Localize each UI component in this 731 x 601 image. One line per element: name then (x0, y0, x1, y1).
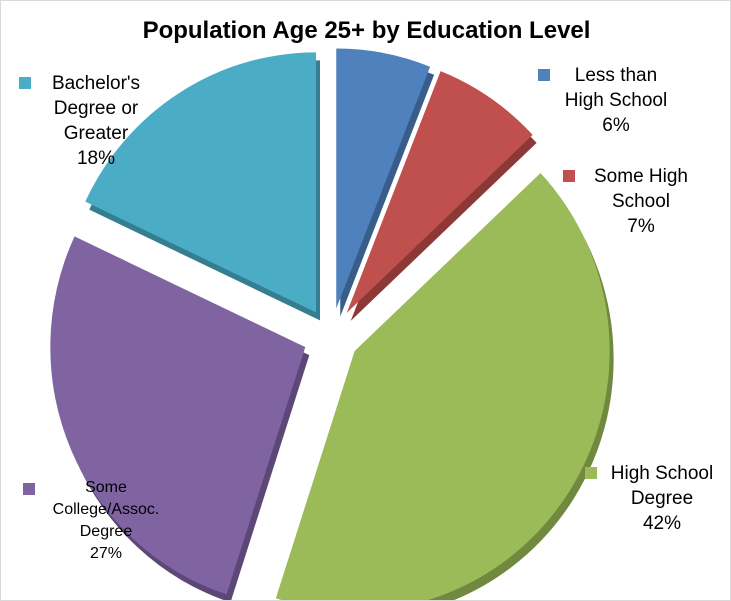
label-percent: 18% (76, 148, 116, 169)
label-line: Greater (63, 123, 129, 144)
pie-slice-bachelor-s-degree-or-greater (85, 52, 316, 313)
pie-slice-some-college-assoc-degree (50, 236, 306, 595)
label-percent: 6% (602, 115, 630, 136)
label-percent: 27% (89, 545, 123, 562)
label-line: Some High (594, 166, 688, 187)
label-line: Some (85, 479, 127, 496)
label-percent: 42% (642, 513, 682, 534)
label-line: School (611, 191, 671, 212)
legend-marker-less-than-hs (538, 69, 550, 81)
label-line: College/Assoc. (52, 501, 160, 518)
legend-marker-hs-degree (585, 467, 597, 479)
legend-marker-bachelors (19, 77, 31, 89)
label-line: Bachelor's (51, 73, 141, 94)
pie-slice-less-than-high-school (336, 48, 431, 309)
label-line: High School (610, 463, 714, 484)
label-line: Degree or (53, 98, 139, 119)
slice-label-hs-degree: High School Degree 42% (585, 461, 727, 536)
label-line: Less than (574, 65, 658, 86)
chart-title: Population Age 25+ by Education Level (142, 17, 591, 44)
slice-label-less-than-hs: Less than High School 6% (538, 63, 686, 138)
label-line: Degree (79, 523, 133, 540)
label-line: High School (564, 90, 668, 111)
slice-label-bachelors: Bachelor's Degree or Greater 18% (19, 71, 161, 171)
legend-marker-some-college (23, 483, 35, 495)
slice-label-some-hs: Some High School 7% (563, 164, 711, 239)
pie-slice-high-school-degree (275, 173, 610, 600)
label-line: Degree (630, 488, 694, 509)
label-percent: 7% (627, 216, 655, 237)
slice-label-some-college: Some College/Assoc. Degree 27% (23, 477, 171, 565)
pie-slice-some-high-school (346, 71, 533, 313)
legend-marker-some-hs (563, 170, 575, 182)
